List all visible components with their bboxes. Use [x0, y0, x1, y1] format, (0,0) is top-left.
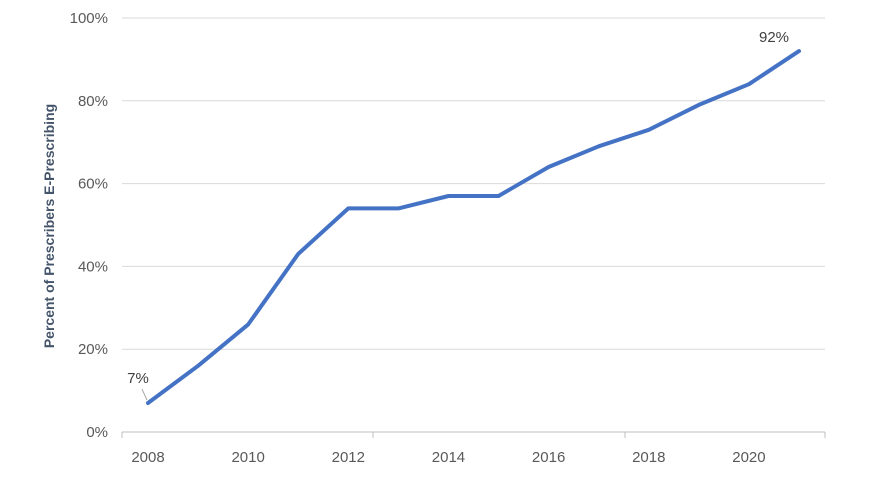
x-tick-label: 2014: [432, 449, 465, 466]
x-tick-label: 2012: [332, 449, 365, 466]
y-tick-label: 60%: [78, 176, 108, 193]
data-label: 7%: [127, 370, 149, 387]
x-tick-label: 2010: [231, 449, 264, 466]
data-label-leader: [141, 388, 148, 401]
y-tick-label: 20%: [78, 341, 108, 358]
x-tick-label: 2008: [131, 449, 164, 466]
series-layer: [146, 49, 801, 405]
data-labels: 7% 92%: [127, 29, 789, 401]
x-tick-label: 2016: [532, 449, 565, 466]
y-tick-label: 80%: [78, 93, 108, 110]
x-tick-label: 2018: [632, 449, 665, 466]
series-line: [146, 49, 801, 405]
data-label: 92%: [759, 29, 789, 46]
y-tick-label: 100%: [70, 10, 108, 27]
y-axis-title: Percent of Prescribers E-Prescribing: [41, 104, 57, 348]
x-axis-tick-labels: 2008 2010 2012 2014 2016 2018 2020: [131, 449, 765, 466]
y-tick-label: 40%: [78, 258, 108, 275]
y-tick-label: 0%: [86, 424, 108, 441]
y-axis-tick-labels: 0% 20% 40% 60% 80% 100%: [70, 10, 108, 441]
gridlines: [122, 17, 825, 350]
x-axis: [121, 431, 826, 438]
x-tick-label: 2020: [732, 449, 765, 466]
